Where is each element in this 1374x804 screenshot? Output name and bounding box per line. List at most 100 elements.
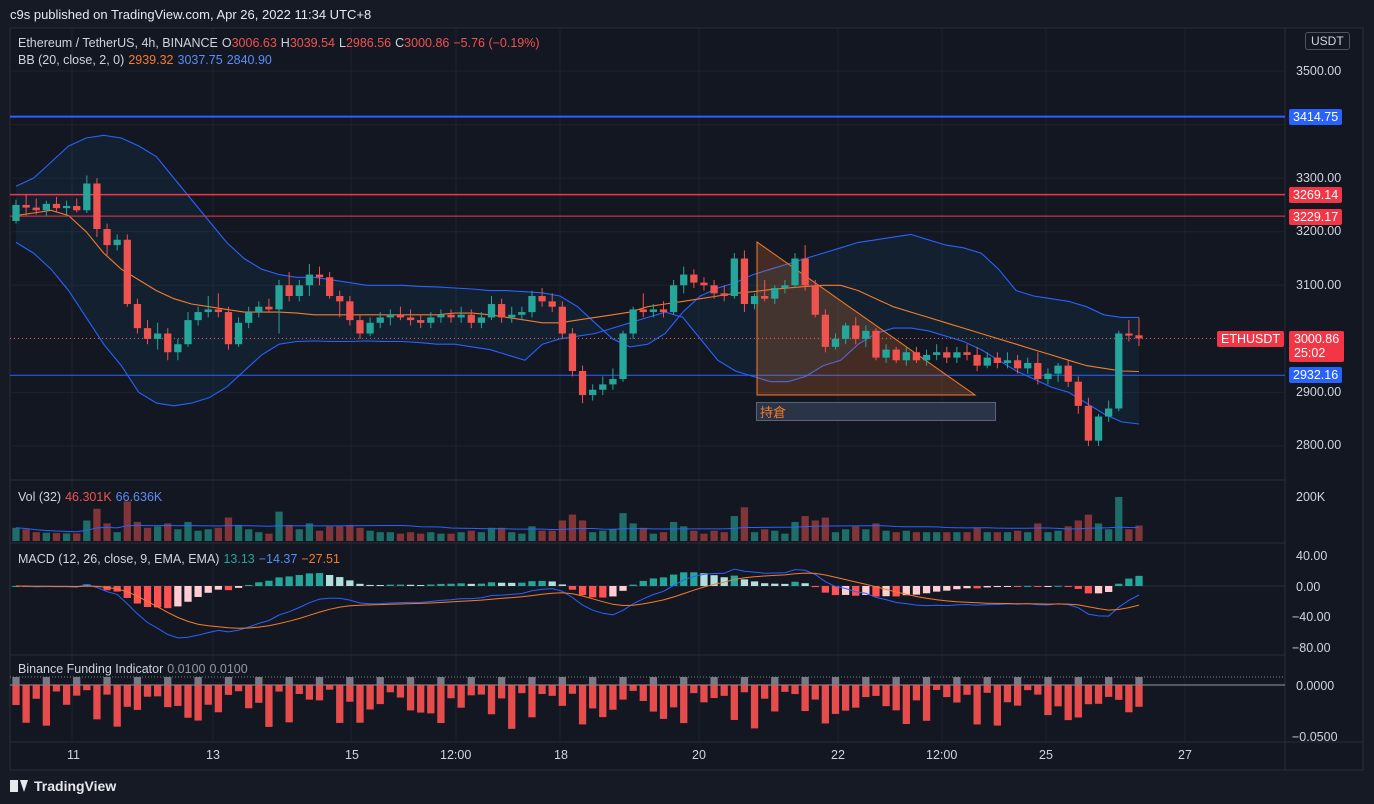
volume-bar bbox=[882, 530, 890, 541]
volume-bar bbox=[42, 532, 50, 541]
candle-body bbox=[761, 296, 769, 299]
volume-bar bbox=[1044, 532, 1052, 541]
candle-body bbox=[669, 285, 678, 313]
bb-upper-value: 3037.75 bbox=[177, 53, 223, 67]
funding-rate-bar bbox=[1013, 677, 1022, 685]
funding-bar bbox=[1105, 685, 1113, 697]
funding-bar bbox=[518, 685, 526, 694]
bb-lower-value: 2840.90 bbox=[226, 53, 272, 67]
currency-selector[interactable]: USDT bbox=[1305, 32, 1350, 50]
funding-rate-bar bbox=[497, 677, 506, 685]
volume-bar bbox=[761, 529, 769, 541]
macd-histogram-bar bbox=[983, 586, 991, 588]
volume-bar bbox=[234, 524, 243, 541]
candle-body bbox=[497, 304, 506, 318]
volume-bar bbox=[376, 532, 384, 541]
funding-bar bbox=[781, 685, 789, 692]
funding-rate-bar bbox=[42, 677, 50, 685]
candle-body bbox=[811, 285, 819, 315]
macd-histogram-bar bbox=[538, 580, 546, 586]
candle-body bbox=[1094, 416, 1103, 441]
macd-histogram-bar bbox=[427, 584, 435, 586]
funding-bar bbox=[589, 685, 597, 709]
funding-bar bbox=[1115, 685, 1123, 700]
volume-bar bbox=[386, 532, 394, 541]
macd-histogram-bar bbox=[811, 586, 819, 588]
funding-bar bbox=[771, 685, 779, 712]
funding-rate-bar bbox=[1044, 677, 1052, 685]
candle-body bbox=[143, 328, 152, 339]
volume-bar bbox=[174, 529, 182, 541]
macd-histogram-bar bbox=[801, 583, 809, 586]
funding-bar bbox=[933, 685, 941, 690]
volume-bar bbox=[568, 514, 577, 541]
volume-bar bbox=[366, 530, 374, 541]
price-tick: 3300.00 bbox=[1296, 171, 1342, 185]
low-label: L bbox=[339, 36, 346, 50]
time-tick: 12:00 bbox=[926, 748, 958, 762]
macd-histogram-bar bbox=[477, 583, 486, 586]
candle-body bbox=[224, 312, 233, 345]
funding-bar bbox=[1135, 685, 1143, 707]
volume-bar bbox=[265, 533, 273, 541]
funding-bar bbox=[528, 685, 536, 718]
volume-bar bbox=[457, 532, 465, 541]
macd-histogram-bar bbox=[1003, 586, 1012, 587]
funding-bar bbox=[912, 685, 921, 701]
macd-histogram-bar bbox=[831, 586, 840, 596]
macd-histogram-bar bbox=[568, 586, 577, 590]
funding-bar bbox=[862, 685, 870, 698]
macd-histogram-bar bbox=[791, 581, 799, 586]
candle-body bbox=[315, 274, 324, 278]
candle-body bbox=[42, 203, 50, 211]
volume-bar bbox=[690, 530, 698, 541]
funding-value-2: 0.0100 bbox=[209, 662, 248, 676]
funding-bar bbox=[1125, 685, 1133, 713]
candle-body bbox=[174, 344, 182, 353]
candle-body bbox=[1135, 335, 1143, 339]
candle-body bbox=[1013, 360, 1022, 369]
candle-body bbox=[295, 285, 303, 296]
last-price-tag: 3000.86 25:02 bbox=[1289, 331, 1345, 362]
macd-histogram-bar bbox=[740, 579, 749, 586]
funding-bar bbox=[447, 685, 455, 699]
time-tick: 22 bbox=[831, 748, 845, 762]
macd-histogram-bar bbox=[346, 580, 354, 586]
macd-histogram-bar bbox=[1105, 586, 1113, 593]
macd-histogram-bar bbox=[1064, 586, 1072, 587]
candle-body bbox=[73, 206, 81, 211]
candle-body bbox=[882, 349, 890, 358]
candle-body bbox=[366, 322, 374, 334]
volume-bar bbox=[194, 530, 202, 541]
funding-bar bbox=[295, 685, 303, 694]
footer-brand[interactable]: TradingView bbox=[10, 778, 116, 794]
funding-bar bbox=[841, 685, 850, 711]
macd-signal-line bbox=[15, 572, 1140, 629]
symbol-legend: Ethereum / TetherUS, 4h, BINANCE O3006.63… bbox=[18, 36, 544, 50]
macd-histogram-bar bbox=[204, 586, 212, 593]
funding-bar bbox=[922, 685, 931, 721]
candle-body bbox=[103, 229, 111, 246]
macd-histogram-bar bbox=[690, 572, 698, 586]
volume-bar bbox=[811, 520, 819, 541]
candle-body bbox=[1024, 362, 1032, 369]
candle-body bbox=[285, 285, 293, 296]
candle-body bbox=[841, 325, 850, 339]
vol-value: 46.301K bbox=[65, 490, 112, 504]
level-tag-red-2: 3229.17 bbox=[1289, 209, 1343, 225]
candle-body bbox=[1105, 408, 1113, 417]
macd-histogram-bar bbox=[417, 584, 425, 586]
position-annotation[interactable]: 持倉 bbox=[756, 402, 996, 421]
funding-rate-bar bbox=[164, 677, 172, 685]
candle-body bbox=[548, 301, 556, 307]
candle-body bbox=[558, 306, 566, 334]
time-tick: 15 bbox=[345, 748, 359, 762]
funding-rate-bar bbox=[467, 677, 475, 685]
candle-body bbox=[386, 314, 394, 318]
funding-bar bbox=[599, 685, 607, 718]
descending-triangle-drawing bbox=[756, 241, 977, 396]
macd-histogram-bar bbox=[852, 586, 860, 596]
macd-histogram-bar bbox=[447, 583, 455, 586]
volume-bar bbox=[245, 529, 253, 541]
